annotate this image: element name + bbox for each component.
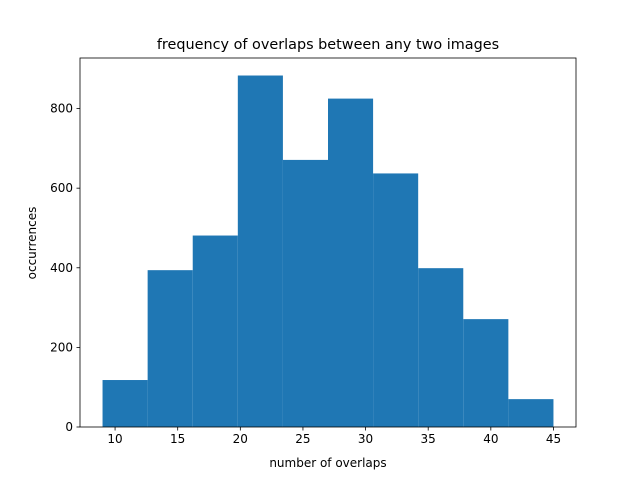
bar xyxy=(282,159,328,428)
bar xyxy=(147,270,193,427)
chart-title: frequency of overlaps between any two im… xyxy=(157,37,499,53)
y-tick-label: 800 xyxy=(50,102,73,116)
x-tick-label: 10 xyxy=(107,432,122,446)
y-tick-label: 400 xyxy=(50,261,73,275)
bar xyxy=(237,75,283,428)
x-tick-label: 15 xyxy=(170,432,185,446)
bar xyxy=(102,380,148,427)
x-tick-label: 20 xyxy=(233,432,248,446)
bar xyxy=(463,319,509,427)
x-tick-label: 25 xyxy=(295,432,310,446)
bar xyxy=(418,268,464,427)
x-axis-label: number of overlaps xyxy=(269,456,386,470)
y-tick-label: 600 xyxy=(50,181,73,195)
x-tick-label: 45 xyxy=(546,432,561,446)
x-tick-label: 30 xyxy=(358,432,373,446)
bar xyxy=(328,98,374,428)
x-tick-label: 35 xyxy=(421,432,436,446)
y-tick-label: 0 xyxy=(65,420,73,434)
x-tick-label: 40 xyxy=(483,432,498,446)
bar xyxy=(508,399,554,427)
bar xyxy=(192,235,238,427)
y-axis-label: occurrences xyxy=(25,207,39,280)
axes-frame xyxy=(79,57,577,428)
y-tick-label: 200 xyxy=(50,340,73,354)
bar xyxy=(373,173,419,427)
